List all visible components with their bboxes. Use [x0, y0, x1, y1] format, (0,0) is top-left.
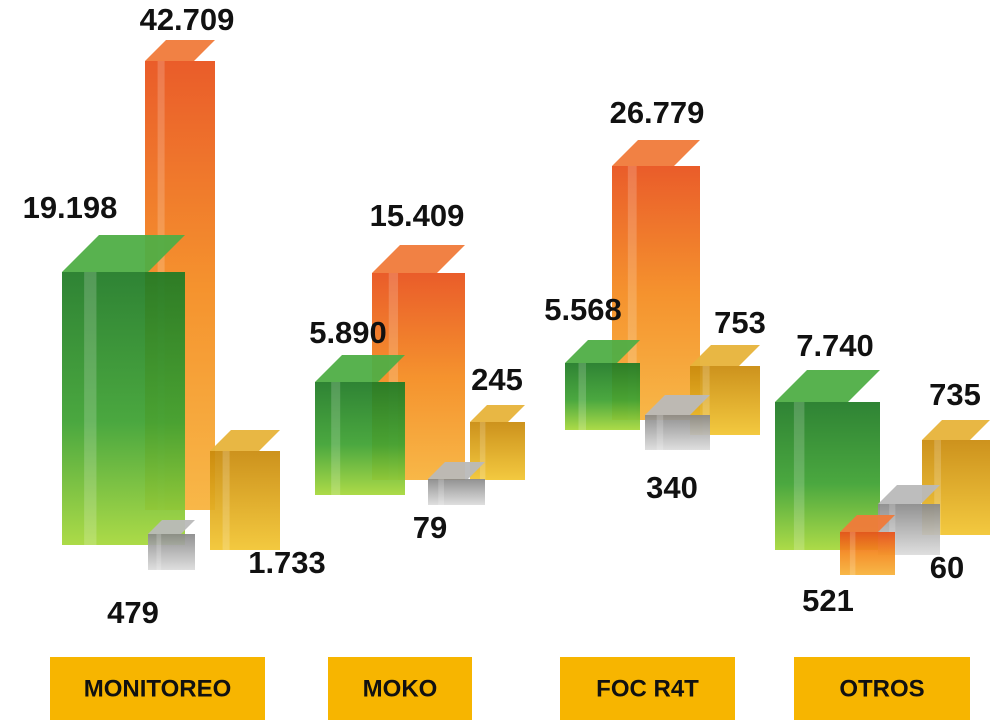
block-front: [62, 272, 185, 545]
block-highlight: [84, 272, 97, 545]
block-front: [565, 363, 640, 430]
block-highlight: [849, 532, 856, 575]
block-front: [148, 534, 195, 570]
block-top: [690, 345, 760, 366]
category-label: OTROS: [839, 675, 924, 702]
value-label: 340: [646, 470, 698, 505]
block-highlight: [934, 440, 942, 535]
value-label: 7.740: [796, 328, 874, 363]
value-label: 5.890: [309, 315, 387, 350]
value-label: 1.733: [248, 545, 326, 580]
block-top: [145, 40, 215, 61]
value-label: 42.709: [140, 2, 235, 37]
block-highlight: [388, 273, 399, 480]
block-top: [315, 355, 405, 382]
category-box: [328, 657, 472, 720]
category-box: [560, 657, 735, 720]
block-highlight: [793, 402, 805, 550]
category-box: [794, 657, 970, 720]
value-label: 60: [930, 550, 964, 585]
value-label: 753: [714, 305, 766, 340]
labels: 42.709 19.198 1.733 479 MONITOREO 15.409 5.890…: [23, 2, 981, 720]
block-highlight: [889, 504, 896, 555]
block-top: [428, 462, 485, 479]
block-highlight: [222, 451, 230, 550]
block-front: [645, 415, 710, 450]
category-label: MOKO: [363, 675, 438, 702]
block-highlight: [438, 479, 444, 505]
block-top: [372, 245, 465, 273]
block-highlight: [656, 415, 664, 450]
category-label: MONITOREO: [84, 675, 232, 702]
value-label: 5.568: [544, 292, 622, 327]
block-highlight: [331, 382, 341, 495]
category-box: [50, 657, 265, 720]
block-top: [210, 430, 280, 451]
block-top: [148, 520, 195, 534]
block-top: [470, 405, 525, 422]
block-top: [878, 485, 940, 504]
block-front: [470, 422, 525, 480]
value-label: 735: [929, 377, 981, 412]
block-front: [840, 532, 895, 575]
block-top: [645, 395, 710, 415]
block-top: [565, 340, 640, 363]
block-top: [62, 235, 185, 272]
value-label: 479: [107, 595, 159, 630]
block-front: [428, 479, 485, 505]
glass-blocks: [62, 40, 990, 575]
block-top: [840, 515, 895, 532]
block-highlight: [702, 366, 710, 435]
value-label: 79: [413, 510, 447, 545]
block-front: [315, 382, 405, 495]
block-top: [612, 140, 700, 166]
value-label: 521: [802, 583, 854, 618]
block-top: [922, 420, 990, 440]
category-label: FOC R4T: [596, 675, 699, 702]
block-highlight: [156, 534, 162, 570]
block-highlight: [578, 363, 586, 430]
block-highlight: [627, 166, 637, 420]
value-label: 15.409: [370, 198, 465, 233]
block-highlight: [479, 422, 486, 480]
block-top: [775, 370, 880, 402]
value-label: 26.779: [610, 95, 705, 130]
value-label: 245: [471, 362, 523, 397]
block-front: [210, 451, 280, 550]
value-label: 19.198: [23, 190, 118, 225]
